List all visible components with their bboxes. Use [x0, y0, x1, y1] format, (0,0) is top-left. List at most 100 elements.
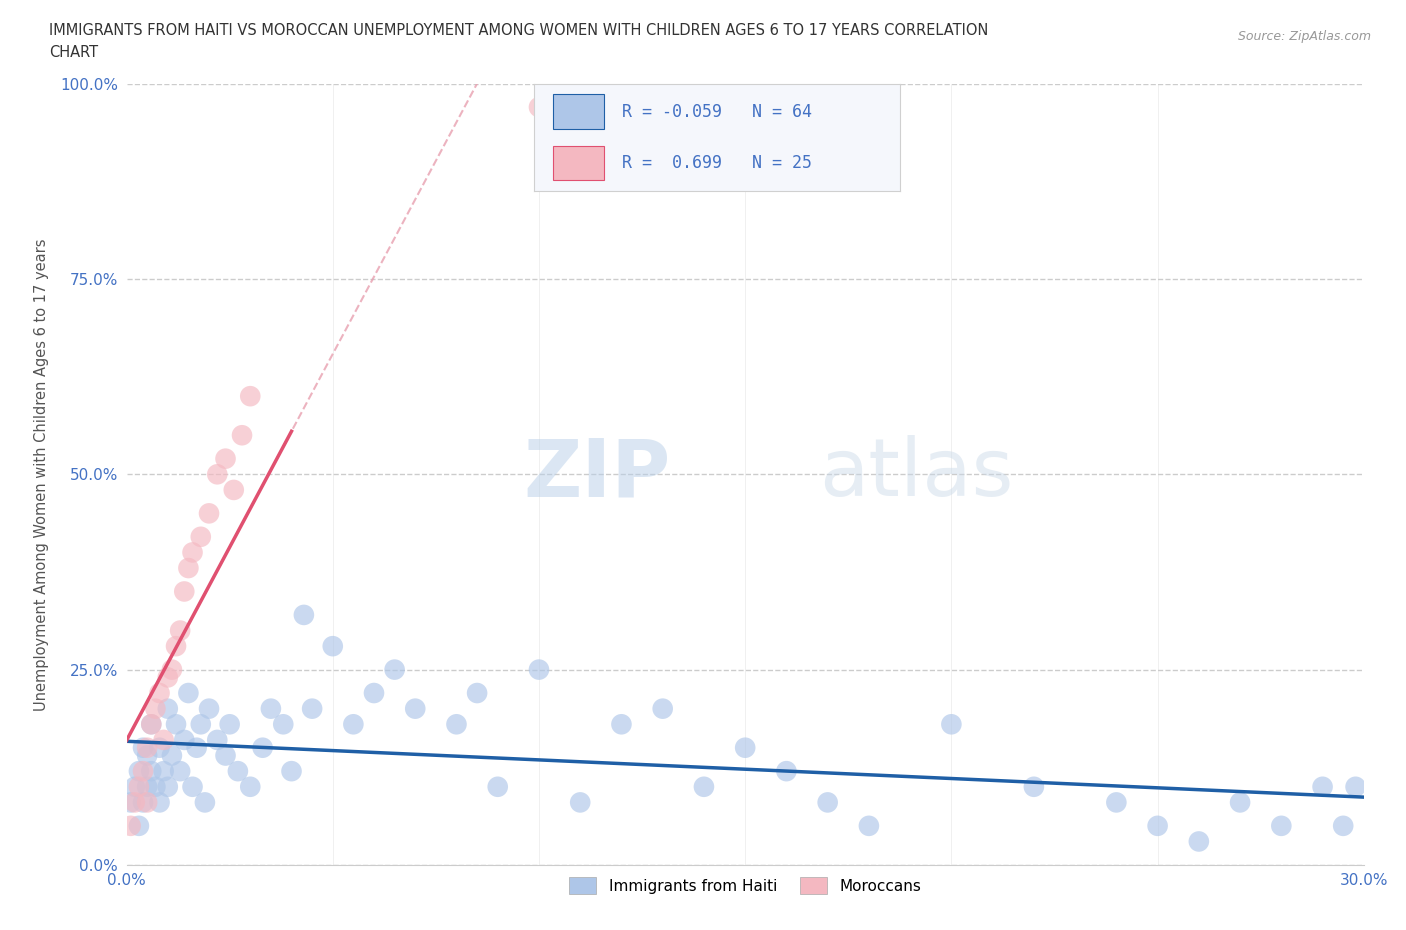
- Point: [136, 795, 159, 810]
- Point: [128, 779, 150, 794]
- Point: [384, 662, 406, 677]
- Point: [132, 795, 155, 810]
- Point: [181, 779, 204, 794]
- Point: [120, 795, 142, 810]
- Point: [858, 818, 880, 833]
- Point: [260, 701, 283, 716]
- Point: [190, 717, 212, 732]
- Point: [527, 100, 550, 114]
- Point: [231, 428, 253, 443]
- Point: [145, 779, 167, 794]
- Point: [160, 662, 183, 677]
- Point: [186, 740, 208, 755]
- Point: [1105, 795, 1128, 810]
- Point: [404, 701, 426, 716]
- Text: Source: ZipAtlas.com: Source: ZipAtlas.com: [1237, 30, 1371, 43]
- Point: [1312, 779, 1334, 794]
- FancyBboxPatch shape: [553, 95, 603, 128]
- Text: atlas: atlas: [820, 435, 1014, 513]
- Point: [156, 779, 179, 794]
- Point: [120, 818, 142, 833]
- Point: [610, 717, 633, 732]
- Point: [128, 818, 150, 833]
- Text: R =  0.699   N = 25: R = 0.699 N = 25: [621, 153, 813, 172]
- Point: [169, 764, 191, 778]
- Point: [145, 701, 167, 716]
- Text: IMMIGRANTS FROM HAITI VS MOROCCAN UNEMPLOYMENT AMONG WOMEN WITH CHILDREN AGES 6 : IMMIGRANTS FROM HAITI VS MOROCCAN UNEMPL…: [49, 23, 988, 38]
- Point: [252, 740, 274, 755]
- Point: [651, 701, 673, 716]
- Point: [486, 779, 509, 794]
- Point: [775, 764, 797, 778]
- Point: [569, 795, 592, 810]
- Point: [128, 764, 150, 778]
- Point: [1344, 779, 1367, 794]
- Point: [1188, 834, 1211, 849]
- Point: [136, 748, 159, 763]
- Point: [152, 764, 174, 778]
- Text: CHART: CHART: [49, 45, 98, 60]
- Point: [156, 670, 179, 684]
- Point: [1229, 795, 1251, 810]
- Point: [194, 795, 217, 810]
- Point: [169, 623, 191, 638]
- Point: [124, 795, 146, 810]
- Point: [181, 545, 204, 560]
- Point: [132, 740, 155, 755]
- Point: [136, 779, 159, 794]
- Point: [693, 779, 716, 794]
- Point: [165, 717, 187, 732]
- Point: [226, 764, 249, 778]
- Point: [156, 701, 179, 716]
- Point: [280, 764, 302, 778]
- Point: [222, 483, 245, 498]
- Point: [214, 748, 236, 763]
- Point: [141, 717, 163, 732]
- Point: [322, 639, 344, 654]
- Point: [160, 748, 183, 763]
- Point: [141, 764, 163, 778]
- Point: [271, 717, 294, 732]
- Point: [132, 764, 155, 778]
- Point: [207, 467, 229, 482]
- Point: [148, 740, 170, 755]
- Point: [1146, 818, 1168, 833]
- Point: [124, 779, 146, 794]
- Point: [527, 662, 550, 677]
- Point: [148, 685, 170, 700]
- Point: [152, 733, 174, 748]
- Point: [177, 685, 200, 700]
- Point: [190, 529, 212, 544]
- Point: [239, 779, 262, 794]
- Point: [941, 717, 963, 732]
- Point: [218, 717, 240, 732]
- Point: [465, 685, 488, 700]
- Point: [301, 701, 323, 716]
- Legend: Immigrants from Haiti, Moroccans: Immigrants from Haiti, Moroccans: [562, 871, 928, 900]
- Point: [734, 740, 756, 755]
- Point: [214, 451, 236, 466]
- Point: [198, 701, 221, 716]
- Y-axis label: Unemployment Among Women with Children Ages 6 to 17 years: Unemployment Among Women with Children A…: [34, 238, 49, 711]
- Point: [177, 561, 200, 576]
- Point: [136, 740, 159, 755]
- Point: [173, 584, 195, 599]
- Point: [141, 717, 163, 732]
- Point: [173, 733, 195, 748]
- Point: [1331, 818, 1354, 833]
- Point: [148, 795, 170, 810]
- Text: R = -0.059   N = 64: R = -0.059 N = 64: [621, 102, 813, 121]
- Point: [1022, 779, 1045, 794]
- Point: [817, 795, 839, 810]
- Point: [198, 506, 221, 521]
- Text: ZIP: ZIP: [523, 435, 671, 513]
- Point: [292, 607, 315, 622]
- Point: [1270, 818, 1292, 833]
- Point: [446, 717, 468, 732]
- Point: [165, 639, 187, 654]
- Point: [239, 389, 262, 404]
- Point: [207, 733, 229, 748]
- Point: [363, 685, 385, 700]
- Point: [342, 717, 364, 732]
- FancyBboxPatch shape: [553, 146, 603, 180]
